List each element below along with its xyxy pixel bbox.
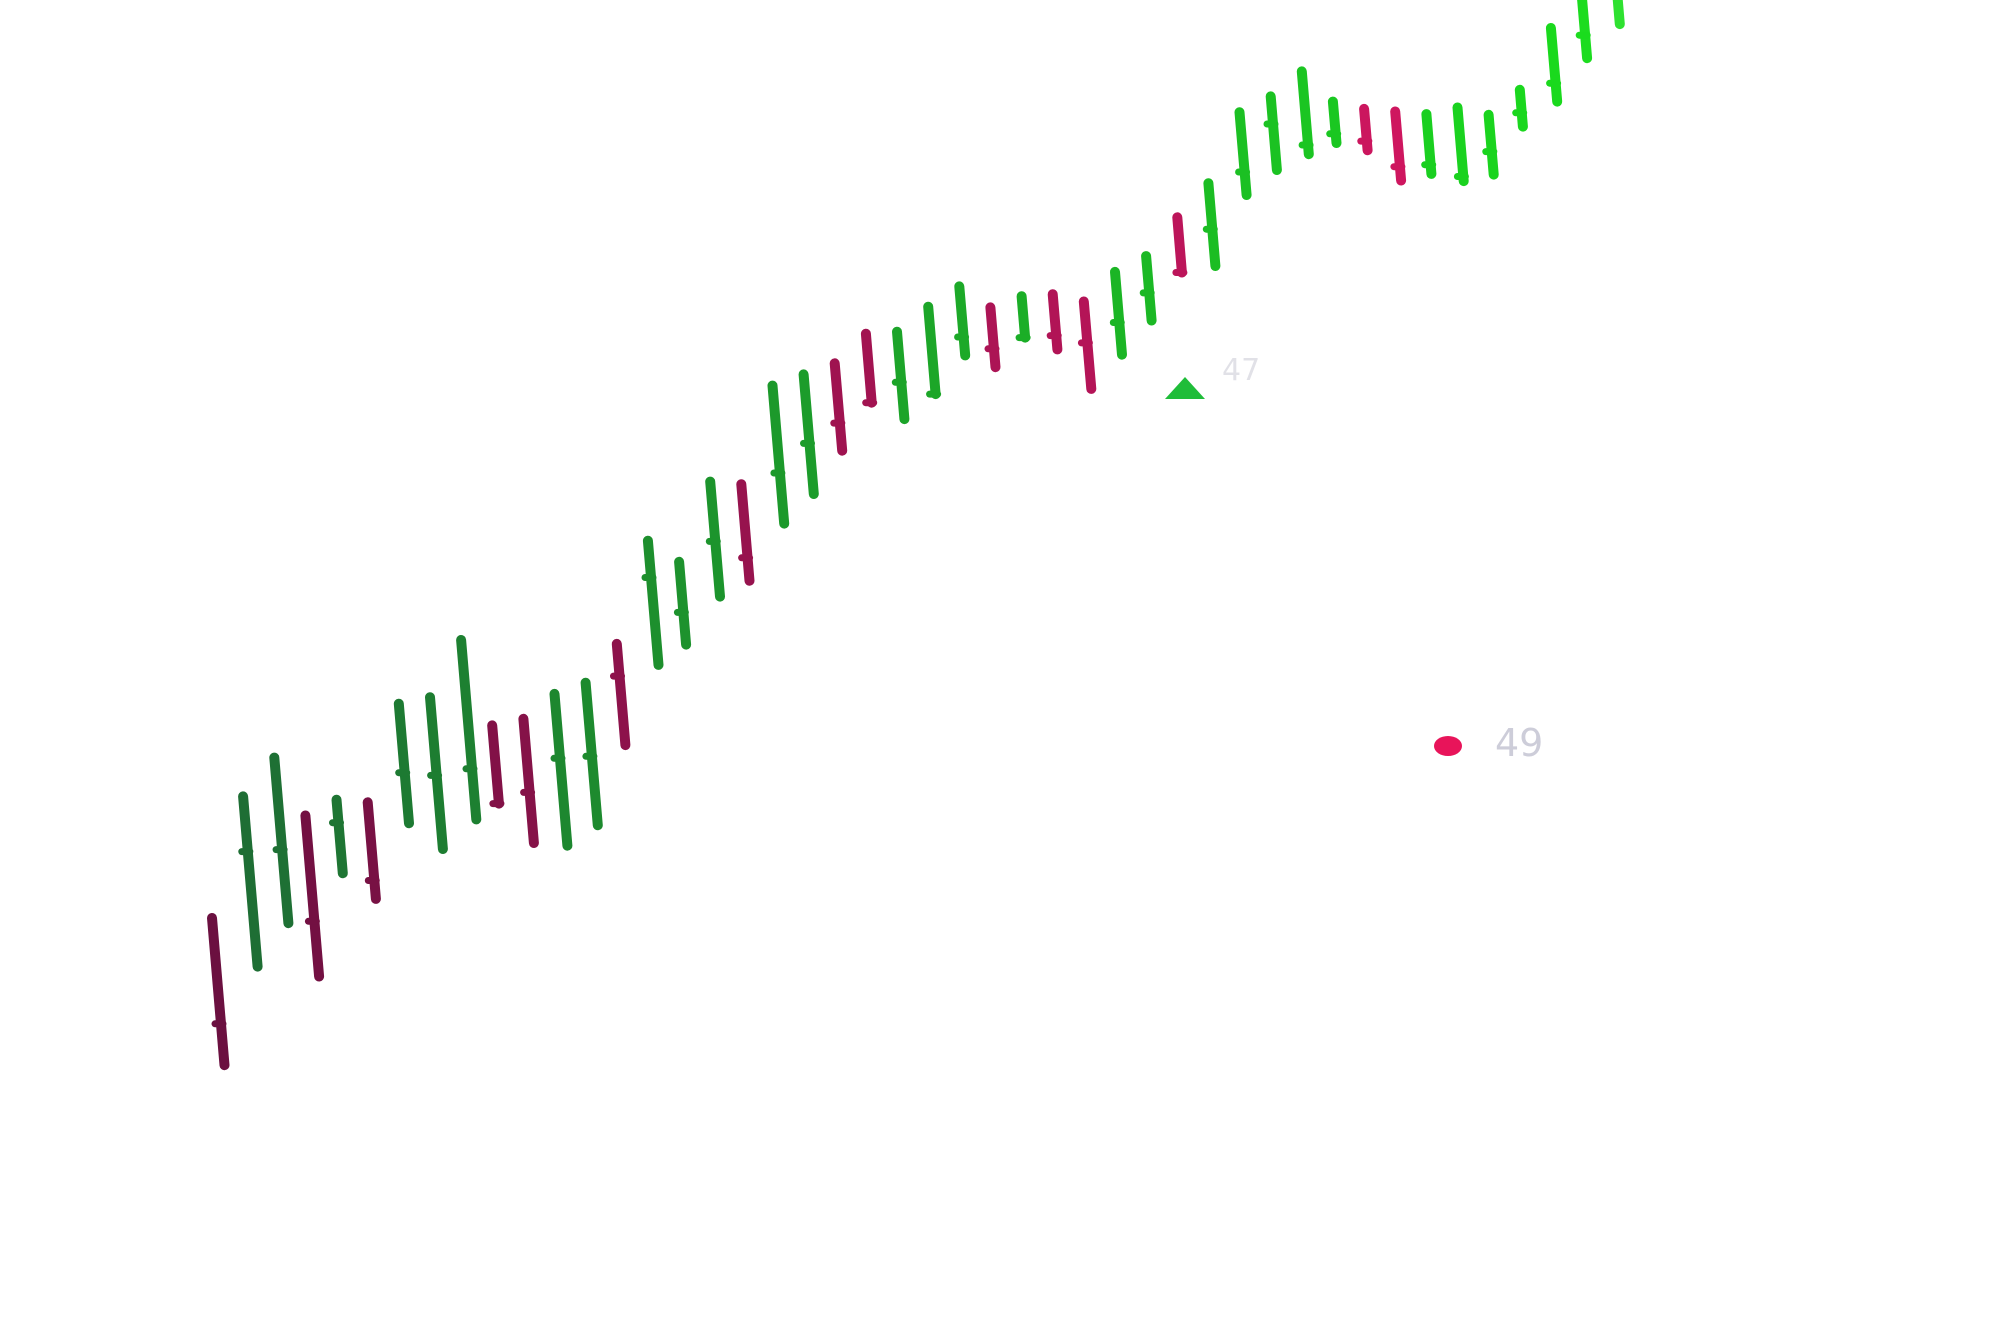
candle-body [1514,84,1528,132]
candle-body [1577,0,1593,64]
candle-body [1203,178,1221,271]
candle-body [1172,212,1187,278]
candle-body [611,638,631,751]
candle-body [985,302,1001,373]
markers-layer: 47 49 [1165,353,1543,765]
candle-body [736,479,755,586]
candle-body [829,358,848,456]
candle-body [798,369,819,499]
low-marker-icon [1434,736,1462,756]
candle-body [642,535,664,670]
candle-body [1545,23,1563,107]
candle-body [362,797,381,904]
candle-body [1047,289,1063,355]
candle-body [393,698,414,829]
candle-body [1110,266,1127,360]
candle-body [674,556,692,650]
candle-body [269,752,294,929]
high-marker-label: 47 [1222,353,1260,388]
high-marker-icon [1165,377,1205,399]
candle-body [892,326,910,425]
candle-body [1296,66,1314,160]
candle-body [1612,0,1625,30]
candle-body [1452,102,1469,187]
candle-body [331,794,348,879]
candle-body [549,688,573,851]
candle-body [207,913,230,1071]
candle-body [300,810,325,982]
candle-body [954,281,971,361]
candle-body [1016,291,1031,343]
candles-layer [207,0,1625,1071]
candle-body [767,380,790,529]
candle-body [1141,251,1157,326]
candle-body [1265,91,1282,175]
candle-body [923,301,941,400]
candle-body [456,635,482,825]
candle-body [518,713,539,848]
candle-body [238,791,263,972]
candle-body [1483,109,1499,180]
candle-body [1234,107,1252,200]
candle-body [487,720,504,809]
low-marker-label: 49 [1495,721,1543,765]
candle-body [860,328,877,408]
